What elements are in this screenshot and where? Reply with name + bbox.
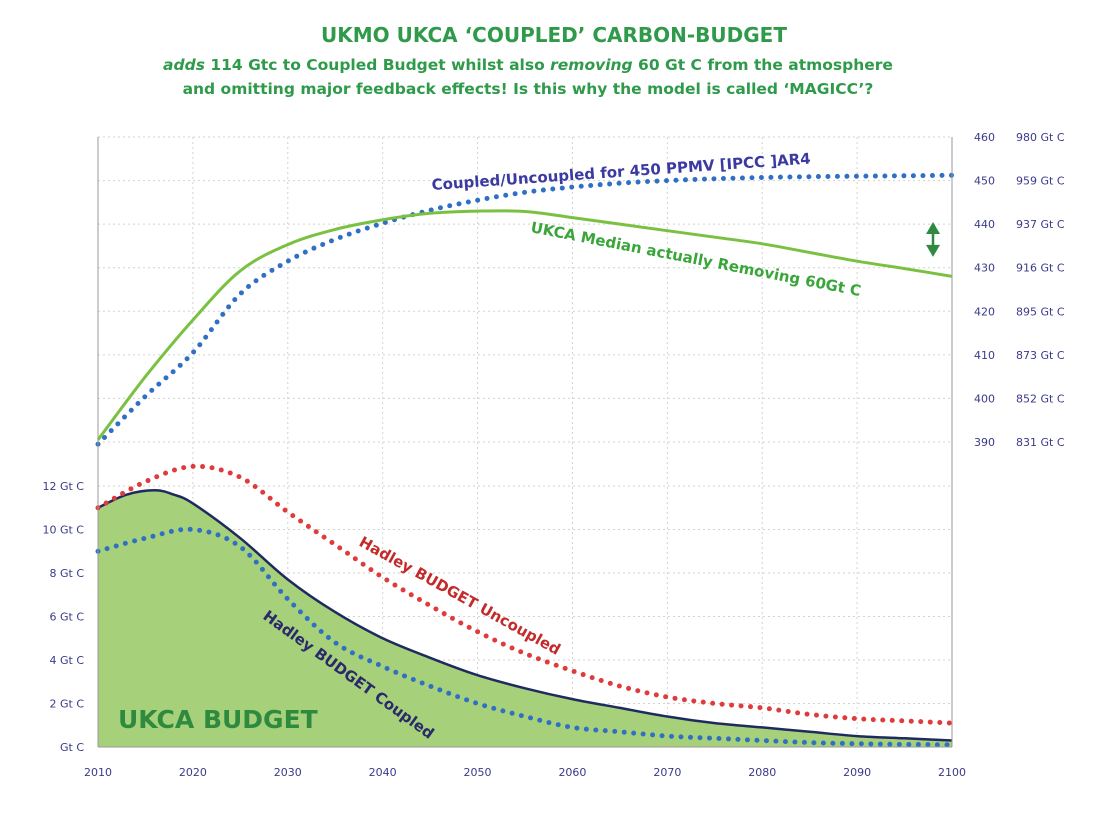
right-ppmv-tick-label: 400 — [974, 392, 995, 405]
left-tick-label: 12 Gt C — [42, 480, 84, 493]
right-ppmv-tick-label: 460 — [974, 131, 995, 144]
right-ppmv-tick-label: 410 — [974, 349, 995, 362]
right-gtc-tick-label: 959 Gt C — [1016, 175, 1065, 188]
subtitle-part2: 114 Gtc to Coupled Budget whilst also — [205, 56, 550, 74]
x-tick-label: 2040 — [369, 766, 397, 779]
right-ppmv-tick-label: 450 — [974, 175, 995, 188]
left-tick-label: 2 Gt C — [49, 698, 84, 711]
x-tick-label: 2090 — [843, 766, 871, 779]
right-ppmv-tick-labels: 390 400 410 420 430 440 450 460 — [974, 131, 995, 449]
label-coupled-uncoupled: Coupled/Uncoupled for 450 PPMV [IPCC ]AR… — [431, 150, 811, 194]
chart-title: UKMO UKCA ‘COUPLED’ CARBON-BUDGET — [321, 23, 787, 47]
x-tick-label: 2020 — [179, 766, 207, 779]
right-gtc-tick-label: 980 Gt C — [1016, 131, 1065, 144]
ukca-budget-area — [98, 490, 952, 747]
right-ppmv-tick-label: 440 — [974, 218, 995, 231]
right-gtc-tick-label: 852 Gt C — [1016, 392, 1065, 405]
x-tick-labels: 2010 2020 2030 2040 2050 2060 2070 2080 2090 2100 — [84, 766, 966, 779]
series-line-0 — [95, 172, 955, 447]
right-gtc-tick-label: 916 Gt C — [1016, 262, 1065, 275]
left-tick-label: 10 Gt C — [42, 524, 84, 537]
right-ppmv-tick-label: 390 — [974, 436, 995, 449]
left-tick-labels: Gt C 2 Gt C 4 Gt C 6 Gt C 8 Gt C 10 Gt C 12 Gt… — [42, 480, 84, 754]
right-gtc-tick-label: 895 Gt C — [1016, 305, 1065, 318]
label-ukca-median: UKCA Median actually Removing 60Gt C — [529, 218, 862, 300]
left-tick-label: 6 Gt C — [49, 611, 84, 624]
subtitle-removing: removing — [550, 56, 633, 74]
arrow-head-down — [926, 244, 941, 257]
difference-arrow — [926, 221, 941, 257]
ukca-budget-edge — [97, 489, 953, 742]
area-layer — [97, 489, 953, 747]
x-tick-label: 2010 — [84, 766, 112, 779]
label-ukca-budget: UKCA BUDGET — [118, 705, 318, 734]
x-tick-label: 2030 — [274, 766, 302, 779]
right-ppmv-tick-label: 420 — [974, 305, 995, 318]
left-tick-label: 8 Gt C — [49, 567, 84, 580]
right-gtc-tick-label: 937 Gt C — [1016, 218, 1065, 231]
x-tick-label: 2060 — [558, 766, 586, 779]
lines-layer — [95, 172, 955, 748]
series-line-1 — [96, 209, 953, 441]
right-gtc-tick-label: 831 Gt C — [1016, 436, 1065, 449]
left-tick-label: Gt C — [60, 741, 84, 754]
x-tick-label: 2070 — [653, 766, 681, 779]
axes — [97, 137, 953, 748]
right-gtc-tick-label: 873 Gt C — [1016, 349, 1065, 362]
subtitle-part4: 60 Gt C from the atmosphere — [633, 56, 893, 74]
series-line-2 — [95, 463, 955, 726]
chart-subtitle-line1: adds 114 Gtc to Coupled Budget whilst al… — [163, 56, 893, 74]
subtitle-adds: adds — [163, 56, 205, 74]
x-tick-label: 2080 — [748, 766, 776, 779]
left-tick-label: 4 Gt C — [49, 654, 84, 667]
right-gtc-tick-labels: 831 Gt C 852 Gt C 873 Gt C 895 Gt C 916 Gt C… — [1016, 131, 1065, 449]
x-tick-label: 2100 — [938, 766, 966, 779]
arrow-head-up — [926, 221, 941, 234]
chart-subtitle-line2: and omitting major feedback effects! Is … — [183, 80, 874, 98]
x-tick-label: 2050 — [464, 766, 492, 779]
right-ppmv-tick-label: 430 — [974, 262, 995, 275]
